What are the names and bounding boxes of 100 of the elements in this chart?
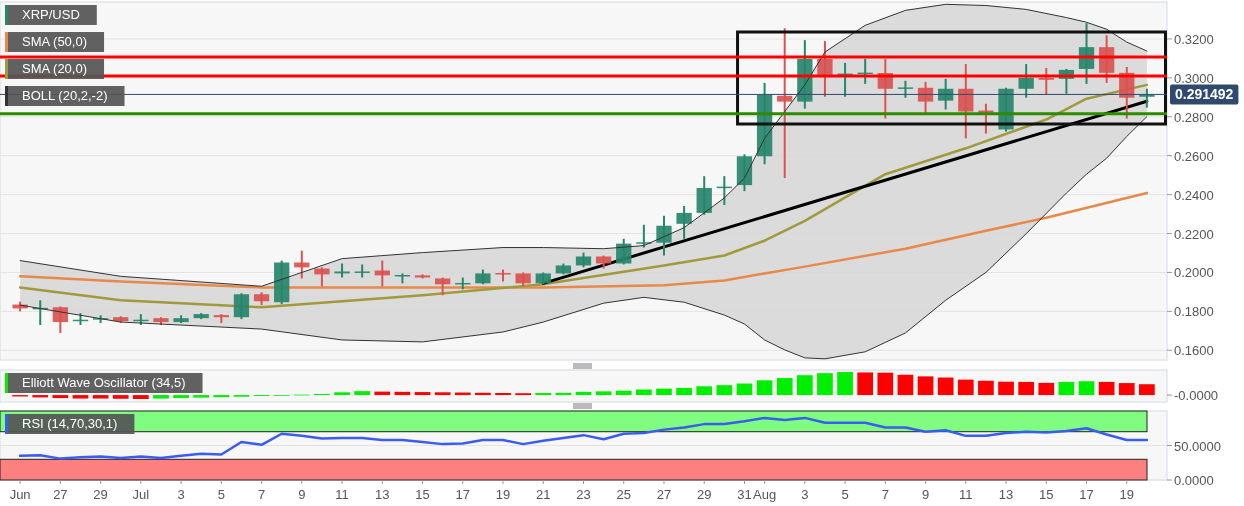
- bar: [1139, 384, 1155, 396]
- legend-label: Elliott Wave Oscillator (34,5): [22, 375, 186, 390]
- bar: [998, 381, 1014, 396]
- line-series: [19, 3, 1148, 287]
- bar: [917, 376, 934, 396]
- bar: [434, 392, 451, 396]
- bar: [173, 395, 189, 399]
- bar: [133, 395, 149, 399]
- bar: [937, 377, 954, 396]
- x-tick-label: 15: [415, 487, 430, 502]
- x-tick-label: 11: [959, 487, 973, 502]
- bar: [153, 395, 169, 399]
- bar: [52, 395, 69, 399]
- x-tick-label: 11: [335, 487, 349, 502]
- bar: [776, 378, 793, 396]
- bar: [615, 390, 632, 396]
- bar: [877, 372, 894, 396]
- legend-label: BOLL (20,2,-2): [22, 88, 108, 103]
- candlestick: [817, 40, 833, 98]
- candlestick: [334, 262, 350, 279]
- x-tick-label: 19: [495, 487, 511, 502]
- candlestick: [1018, 63, 1034, 99]
- y-tick-label: 0.2800: [1174, 109, 1214, 125]
- bar: [193, 395, 210, 398]
- ref-line-label: 0.291492: [1175, 86, 1234, 103]
- y-tick-label: 0.3000: [1174, 70, 1214, 86]
- y-tick-label: 0.2200: [1174, 226, 1214, 242]
- x-tick-label: 29: [93, 487, 108, 502]
- x-tick-label: 21: [536, 487, 551, 502]
- bar: [112, 395, 129, 399]
- candlestick: [958, 63, 974, 140]
- legend-label: RSI (14,70,30,1): [22, 416, 118, 431]
- candlestick: [1038, 66, 1054, 96]
- y-tick-label: 0.2400: [1174, 187, 1214, 203]
- candlestick: [676, 204, 692, 240]
- legend-label: XRP/USD: [22, 7, 80, 22]
- bar: [736, 383, 753, 396]
- y-tick-label: 0.3200: [1174, 31, 1214, 47]
- bar: [837, 372, 853, 396]
- x-tick-label: 3: [177, 487, 185, 502]
- bar: [756, 380, 773, 396]
- x-tick-label: 3: [801, 487, 809, 502]
- candlestick: [636, 223, 652, 249]
- bar: [414, 392, 431, 396]
- bar: [334, 392, 350, 396]
- ref-line-label: -0.0000: [1174, 388, 1219, 404]
- candlestick: [354, 263, 370, 279]
- x-tick-label: 23: [576, 487, 591, 502]
- candlestick: [656, 214, 672, 257]
- bar: [716, 385, 733, 396]
- candlestick: [314, 266, 330, 288]
- bar: [495, 393, 511, 396]
- bar: [897, 374, 914, 396]
- x-tick-label: 13: [998, 487, 1014, 502]
- bar: [1118, 383, 1135, 396]
- bar: [535, 393, 552, 396]
- bar: [354, 391, 371, 396]
- bar: [1058, 381, 1075, 396]
- y-tick-label: 0.0000: [1174, 473, 1214, 488]
- line-series: [18, 416, 1149, 460]
- x-tick-label: 15: [1039, 487, 1054, 502]
- x-tick-label: 25: [616, 487, 631, 502]
- line-series: [18, 191, 1149, 289]
- x-tick-label: 5: [217, 487, 225, 502]
- bar: [1078, 381, 1095, 396]
- y-tick-label: 0.2600: [1174, 148, 1214, 164]
- x-tick-label: 19: [1119, 487, 1134, 502]
- y-tick-label: 0.1800: [1174, 304, 1214, 320]
- x-tick-label: Jul: [132, 487, 150, 502]
- bar: [1018, 381, 1034, 396]
- bar: [595, 391, 612, 396]
- x-tick-label: 7: [257, 487, 266, 502]
- x-tick-label: 17: [1079, 487, 1094, 502]
- bar: [72, 395, 89, 399]
- legend-label: SMA (50,0): [22, 34, 88, 49]
- x-tick-label: 13: [375, 487, 390, 502]
- bar: [857, 372, 874, 396]
- bar: [696, 386, 713, 396]
- bar: [796, 375, 813, 396]
- bar: [92, 395, 109, 399]
- bar: [1098, 381, 1115, 396]
- x-tick-label: 9: [921, 487, 930, 502]
- bar: [676, 387, 692, 396]
- bar: [978, 380, 994, 396]
- candlestick: [233, 292, 250, 321]
- x-tick-label: 29: [696, 487, 712, 502]
- bar: [817, 373, 833, 396]
- candlestick: [938, 77, 954, 111]
- y-tick-label: 50.0000: [1174, 438, 1221, 454]
- x-tick-label: 7: [881, 487, 889, 502]
- candlestick: [52, 305, 69, 334]
- x-tick-label: 17: [455, 487, 471, 502]
- candlestick: [917, 80, 934, 114]
- bar: [656, 388, 672, 396]
- x-tick-label: 31: [737, 487, 752, 502]
- x-tick-label: Aug: [753, 487, 777, 502]
- x-tick-label: 27: [656, 487, 672, 502]
- y-tick-label: 0.2000: [1174, 265, 1214, 281]
- bar: [957, 379, 974, 396]
- x-tick-label: 9: [298, 487, 306, 502]
